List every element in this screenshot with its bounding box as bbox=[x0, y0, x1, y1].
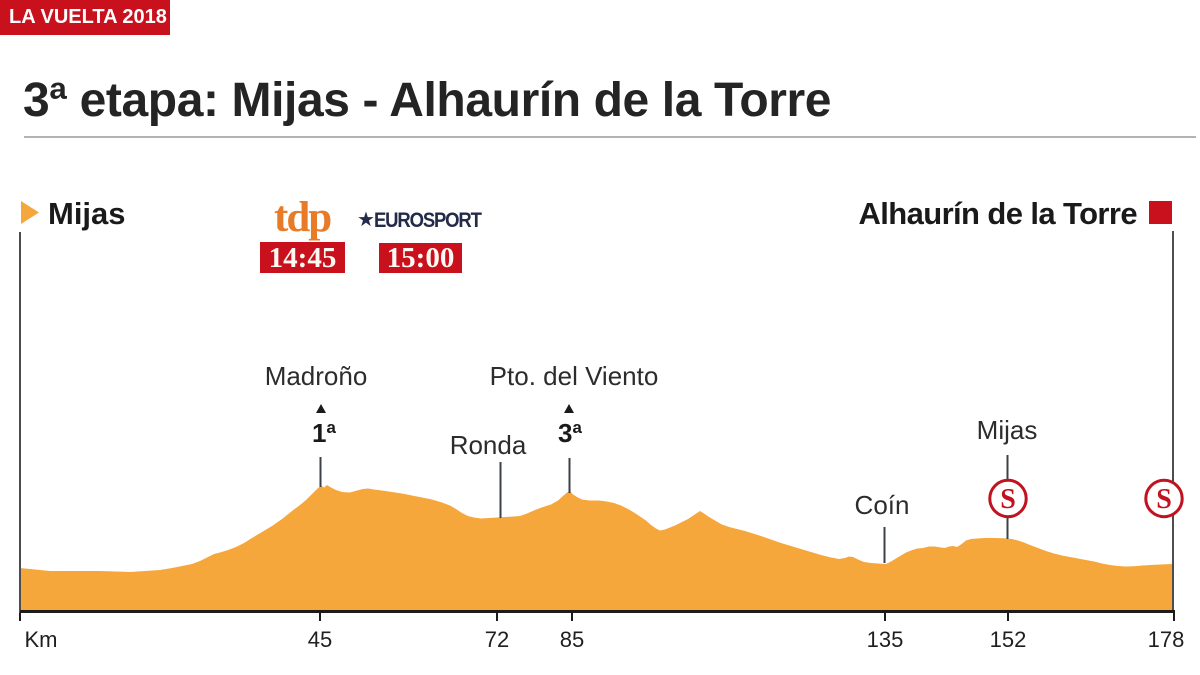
svg-text:S: S bbox=[1000, 484, 1016, 515]
svg-text:S: S bbox=[1156, 484, 1172, 515]
